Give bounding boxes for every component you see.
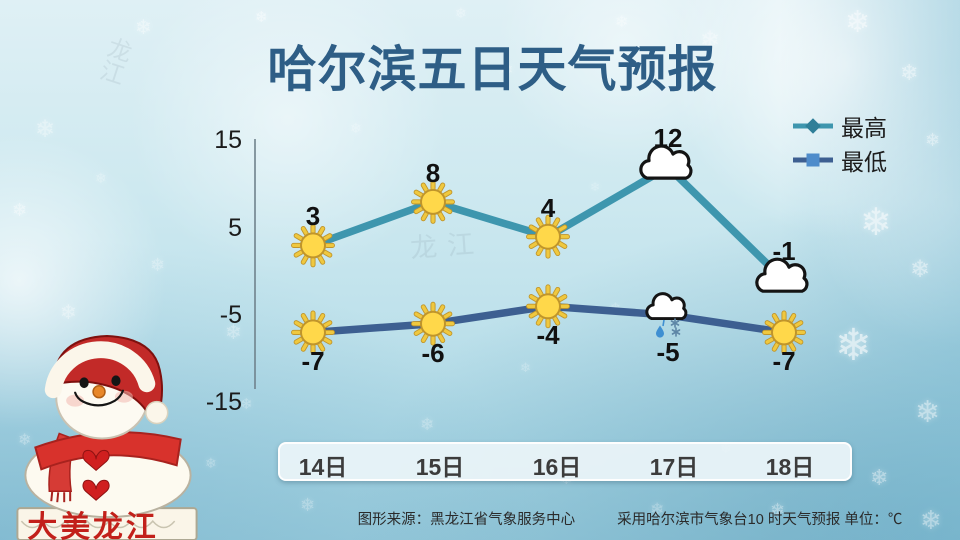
y-axis-tick: -15 — [205, 388, 242, 416]
value-label: 12 — [653, 123, 683, 153]
value-label: 8 — [425, 158, 441, 188]
date-axis-bar — [278, 442, 852, 481]
value-label: -7 — [301, 346, 325, 376]
value-label: 3 — [305, 201, 321, 231]
value-label: -6 — [421, 338, 445, 368]
page-title: 哈尔滨五日天气预报 — [267, 43, 718, 97]
value-label: -7 — [772, 346, 796, 376]
value-label: 4 — [540, 193, 556, 223]
legend-item-low: 最低 — [792, 145, 887, 175]
date-label: 14日 — [298, 454, 348, 480]
y-axis-line — [254, 139, 256, 389]
snowman-scarf — [34, 431, 182, 471]
date-label: 18日 — [765, 454, 815, 480]
heart-icon — [82, 479, 110, 501]
footer-note-text: 采用哈尔滨市气象台10 时天气预报 单位：℃ — [617, 512, 903, 528]
legend-high-marker-icon — [793, 117, 833, 134]
y-axis-tick: 15 — [214, 126, 242, 154]
heart-icon — [82, 449, 110, 471]
legend-item-high: 最高 — [792, 111, 887, 141]
santa-hat — [44, 334, 169, 425]
y-axis-tick: -5 — [219, 301, 242, 329]
date-label: 16日 — [532, 454, 582, 480]
legend-label-high: 最高 — [841, 115, 887, 141]
footer: 图形来源：黑龙江省气象服务中心 采用哈尔滨市气象台10 时天气预报 单位：℃ — [310, 508, 950, 529]
legend-label-low: 最低 — [841, 149, 887, 175]
snowman-banner-text: 大美龙江 — [27, 510, 158, 540]
footer-source-text: 图形来源：黑龙江省气象服务中心 — [357, 512, 576, 528]
date-label: 15日 — [415, 454, 465, 480]
chart-legend: 最高 最低 — [792, 111, 887, 179]
value-label: -4 — [536, 320, 560, 350]
sleet-icon — [644, 291, 688, 340]
y-axis-tick: 5 — [228, 214, 242, 242]
value-label: -1 — [772, 236, 796, 266]
snowman-face — [66, 375, 133, 407]
date-label: 17日 — [649, 454, 699, 480]
value-label: -5 — [656, 337, 680, 367]
legend-low-marker-icon — [793, 153, 833, 166]
snowman-illustration: 大美龙江 — [16, 334, 198, 540]
